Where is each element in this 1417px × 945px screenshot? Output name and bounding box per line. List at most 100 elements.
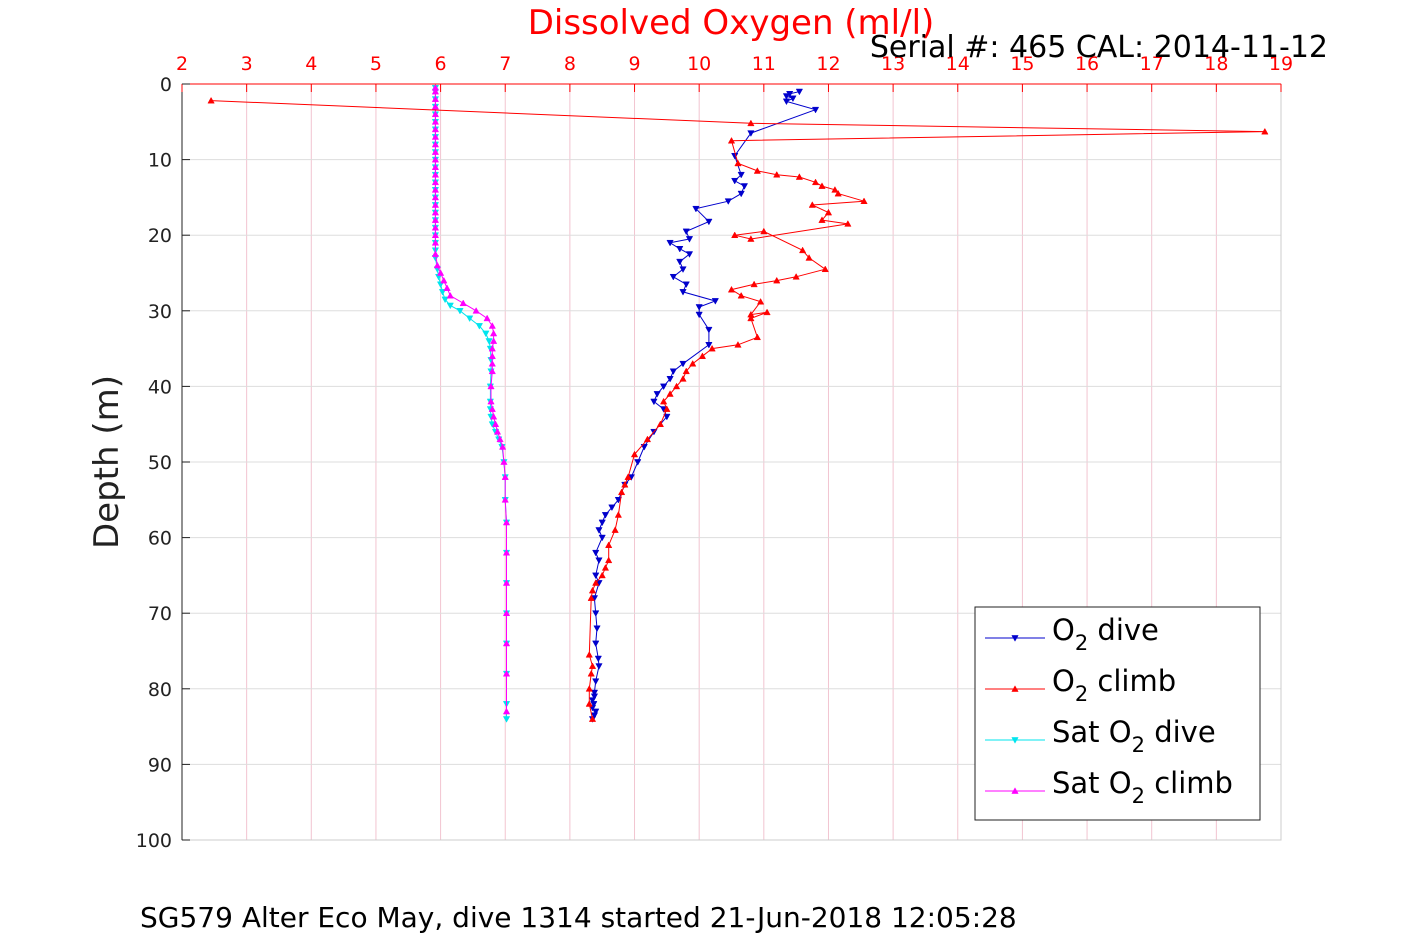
- data-point-o2-dive: [711, 298, 719, 305]
- data-point-o2-dive: [659, 383, 668, 391]
- data-point-o2-climb: [588, 586, 597, 594]
- data-point-o2-climb: [747, 235, 755, 242]
- data-point-o2-climb: [207, 96, 215, 104]
- data-point-o2-climb: [763, 308, 771, 316]
- data-point-sat-o2-climb: [502, 639, 511, 647]
- data-point-sat-o2-climb: [431, 223, 440, 231]
- data-point-sat-o2-climb: [436, 269, 445, 276]
- data-point-sat-o2-climb: [431, 140, 440, 148]
- data-point-sat-o2-climb: [431, 95, 440, 102]
- x-tick-label: 16: [1075, 53, 1099, 75]
- data-point-o2-dive: [705, 342, 713, 349]
- data-point-sat-o2-climb: [502, 518, 511, 526]
- data-point-o2-climb: [689, 360, 697, 367]
- data-point-o2-dive: [590, 701, 598, 708]
- data-point-o2-climb: [747, 119, 755, 127]
- legend-marker-sat-o2-dive: [1011, 737, 1019, 744]
- data-point-sat-o2-climb: [431, 208, 440, 216]
- data-point-o2-climb: [679, 375, 687, 382]
- data-point-sat-o2-dive: [441, 296, 449, 304]
- data-point-o2-climb: [605, 541, 613, 548]
- data-point-o2-dive: [737, 190, 745, 198]
- data-point-o2-dive: [592, 640, 600, 648]
- legend-text-suffix: climb: [1145, 766, 1233, 800]
- data-point-o2-climb: [601, 564, 610, 571]
- data-point-sat-o2-climb: [488, 367, 496, 375]
- x-tick-label: 11: [752, 53, 776, 75]
- x-tick-label: 14: [946, 53, 970, 75]
- data-point-sat-o2-climb: [488, 322, 496, 329]
- data-point-o2-climb: [834, 189, 842, 197]
- y-tick-label: 20: [148, 225, 172, 247]
- data-point-sat-o2-climb: [472, 307, 480, 314]
- data-point-o2-climb: [805, 254, 813, 261]
- data-point-o2-climb: [585, 700, 593, 707]
- data-point-sat-o2-dive: [485, 338, 493, 345]
- data-point-o2-dive: [663, 413, 671, 421]
- data-point-sat-o2-dive: [456, 307, 464, 315]
- data-point-o2-climb: [818, 182, 826, 189]
- legend-label-o2-climb: O2 climb: [1052, 664, 1176, 706]
- data-point-o2-climb: [808, 201, 816, 208]
- data-point-sat-o2-climb: [431, 239, 440, 246]
- data-point-sat-o2-climb: [431, 125, 440, 133]
- chart-title: Dissolved Oxygen (ml/l): [528, 3, 935, 43]
- data-point-o2-dive: [679, 266, 687, 273]
- x-tick-label: 3: [241, 53, 253, 75]
- legend-label-o2-dive: O2 dive: [1052, 613, 1159, 655]
- data-point-o2-dive: [682, 228, 690, 236]
- data-point-o2-climb: [624, 473, 632, 480]
- x-tick-label: 8: [564, 53, 576, 75]
- data-point-o2-climb: [588, 662, 597, 669]
- data-point-o2-climb: [773, 276, 781, 284]
- data-point-o2-dive: [653, 391, 661, 398]
- data-point-o2-climb: [666, 390, 674, 397]
- data-point-o2-climb: [588, 715, 597, 722]
- legend-text-suffix: climb: [1088, 664, 1176, 698]
- data-point-o2-dive: [669, 368, 677, 375]
- data-point-o2-climb: [795, 173, 804, 180]
- series-o2-climb: [207, 96, 1269, 722]
- data-point-sat-o2-climb: [431, 133, 440, 140]
- data-point-sat-o2-climb: [431, 87, 440, 95]
- legend-text-suffix: dive: [1145, 715, 1216, 749]
- legend-text-subscript: 2: [1132, 733, 1145, 757]
- data-point-o2-dive: [592, 572, 600, 580]
- data-point-o2-dive: [595, 557, 603, 564]
- x-tick-label: 13: [881, 53, 905, 75]
- data-point-sat-o2-climb: [431, 201, 440, 208]
- data-point-o2-dive: [676, 258, 684, 266]
- data-point-o2-dive: [669, 273, 677, 281]
- legend-text-subscript: 2: [1075, 631, 1088, 655]
- series-layer: [207, 84, 1269, 723]
- data-point-o2-climb: [798, 246, 807, 254]
- data-point-o2-dive: [679, 360, 687, 368]
- data-point-o2-dive: [676, 245, 684, 253]
- data-point-o2-climb: [659, 397, 668, 405]
- x-tick-label: 18: [1204, 53, 1228, 75]
- data-point-o2-climb: [753, 167, 761, 174]
- data-point-o2-climb: [792, 273, 800, 280]
- x-tick-label: 6: [435, 53, 447, 75]
- x-tick-label: 5: [370, 53, 382, 75]
- legend-marker-o2-dive: [1011, 635, 1019, 642]
- data-point-o2-climb: [844, 220, 852, 227]
- data-point-o2-climb: [811, 178, 820, 186]
- data-point-o2-climb: [818, 216, 826, 223]
- y-tick-label: 90: [148, 754, 172, 776]
- data-point-o2-dive: [598, 534, 606, 542]
- data-point-o2-climb: [760, 227, 768, 235]
- data-point-o2-dive: [601, 512, 610, 519]
- data-point-sat-o2-climb: [487, 397, 495, 405]
- data-point-o2-dive: [588, 697, 597, 704]
- data-point-o2-climb: [821, 265, 829, 273]
- data-point-o2-dive: [595, 527, 603, 534]
- x-tick-label: 17: [1140, 53, 1164, 75]
- dive-caption: SG579 Alter Eco May, dive 1314 started 2…: [140, 901, 1017, 934]
- data-point-o2-climb: [587, 594, 595, 601]
- y-tick-label: 50: [148, 452, 172, 474]
- data-point-sat-o2-climb: [431, 110, 440, 118]
- data-point-o2-climb: [747, 314, 755, 322]
- data-point-o2-dive: [593, 625, 601, 633]
